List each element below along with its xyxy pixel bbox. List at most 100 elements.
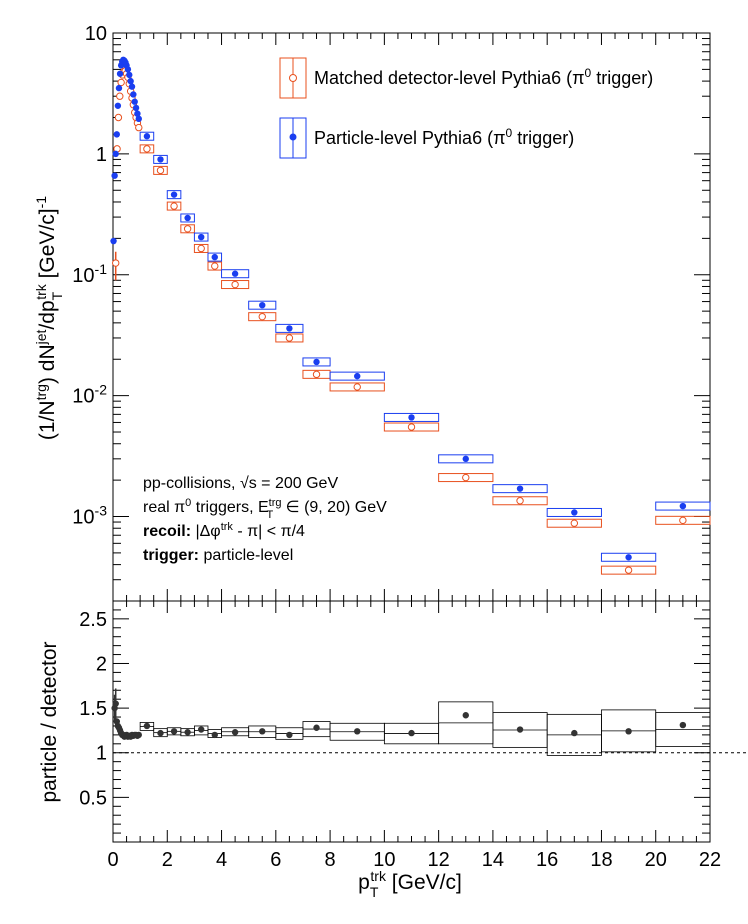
particle-point xyxy=(131,98,138,105)
particle-sys-box xyxy=(329,371,385,381)
x-tick-label: 6 xyxy=(270,849,281,871)
detector-point xyxy=(156,166,165,175)
particle-point xyxy=(127,77,134,85)
x-tick-label: 8 xyxy=(325,849,336,871)
ratio-point xyxy=(571,729,578,737)
bottom-y-tick-label: 1.5 xyxy=(79,698,107,720)
particle-point xyxy=(211,253,218,261)
top-y-tick-label: 10-1 xyxy=(72,261,107,287)
ratio-point xyxy=(516,726,524,733)
x-tick-label: 22 xyxy=(699,849,721,871)
particle-sys-box xyxy=(193,232,209,242)
x-tick-label: 16 xyxy=(536,849,558,871)
detector-point xyxy=(353,383,361,391)
detector-sys-box xyxy=(438,473,494,483)
particle-point xyxy=(126,71,133,79)
ratio-point xyxy=(625,728,632,735)
particle-point xyxy=(124,66,132,73)
ylabel-part-2: ) dN xyxy=(36,344,59,384)
particle-point xyxy=(408,414,415,421)
legend-marker-particle xyxy=(289,133,297,141)
ratio-point xyxy=(462,712,469,719)
ratio-point xyxy=(259,728,266,735)
legend-detector-prefix: Matched detector-level Pythia6 (π xyxy=(314,68,585,88)
particle-point xyxy=(128,83,136,90)
detector-sys-box xyxy=(492,496,548,506)
legend-detector-sup: 0 xyxy=(585,66,592,80)
particle-sys-box xyxy=(546,507,602,517)
particle-point xyxy=(134,110,141,117)
bottom-y-tick-label: 1 xyxy=(96,743,107,765)
x-tick-label: 2 xyxy=(162,849,173,871)
particle-point xyxy=(259,301,266,309)
detector-point xyxy=(211,262,219,270)
detector-point xyxy=(117,78,125,87)
xlabel-unit: [GeV/c] xyxy=(386,871,462,894)
detector-point xyxy=(135,123,143,132)
particle-point xyxy=(197,233,205,241)
ratio-point xyxy=(231,729,239,736)
particle-point xyxy=(110,237,117,245)
particle-point xyxy=(170,191,178,198)
particle-point xyxy=(625,554,632,561)
ratio-point xyxy=(135,731,142,739)
legend: Matched detector-level Pythia6 (π0 trigg… xyxy=(279,57,653,159)
legend-particle-prefix: Particle-level Pythia6 (π xyxy=(314,128,506,148)
detector-sys-box xyxy=(166,201,182,211)
bottom-y-tick-label: 2.5 xyxy=(79,609,107,631)
ratio-point xyxy=(170,728,178,735)
particle-point xyxy=(516,485,524,492)
detector-point xyxy=(183,225,192,233)
annotation-trigger-level: trigger: particle-level xyxy=(143,547,293,564)
ratio-point xyxy=(197,726,205,733)
xlabel-sup: trk xyxy=(370,868,387,884)
tick-exponent: -3 xyxy=(95,503,108,519)
particle-sys-box xyxy=(166,190,182,200)
particle-sys-box xyxy=(221,269,250,279)
detector-point xyxy=(197,244,205,253)
particle-sys-box xyxy=(180,213,195,223)
top-y-tick-label: 10-2 xyxy=(72,382,107,408)
x-tick-labels: 0 2 4 6 8 10 12 14 16 18 20 22 xyxy=(107,849,721,871)
bottom-axis-ticks xyxy=(112,601,711,842)
ylabel-sub: T xyxy=(49,291,65,300)
detector-sys-box xyxy=(180,224,195,234)
detector-point xyxy=(258,312,266,321)
detector-point xyxy=(407,423,416,431)
detector-point xyxy=(285,334,294,342)
tick-base: 10 xyxy=(85,23,107,45)
particle-sys-box xyxy=(383,412,440,422)
x-tick-label: 10 xyxy=(373,849,395,871)
detector-sys-box xyxy=(248,312,277,322)
particle-point xyxy=(354,372,361,380)
particle-sys-box xyxy=(600,552,657,562)
detector-point xyxy=(170,202,178,210)
detector-point xyxy=(570,519,579,527)
particle-point xyxy=(184,214,191,222)
ratio-point xyxy=(286,731,293,739)
detector-point xyxy=(516,497,524,505)
particle-point xyxy=(135,115,142,123)
annotation-recoil: recoil: |Δφtrk - π| < π/4 xyxy=(143,521,305,540)
ratio-point xyxy=(184,729,191,736)
particle-sys-box xyxy=(207,252,223,262)
x-axis-title: pTtrk [GeV/c] xyxy=(358,868,462,900)
particle-point xyxy=(286,325,293,332)
xlabel-sub: T xyxy=(370,884,379,900)
particle-point xyxy=(143,133,151,140)
detector-sys-box xyxy=(139,144,155,154)
top-y-axis-title: (1/Ntrg) dNjet/dpTtrk [GeV/c]-1 xyxy=(33,196,65,440)
particle-point xyxy=(462,455,469,463)
bottom-y-tick-labels: 0.5 1 1.5 2 2.5 xyxy=(79,609,107,810)
ratio-series xyxy=(111,688,711,756)
legend-detector-suffix: trigger) xyxy=(591,68,653,88)
detector-point xyxy=(462,473,470,482)
annotation-triggers: real π0 triggers, Etrg T ∈ (9, 20) GeV xyxy=(143,497,387,521)
particle-point xyxy=(571,509,578,516)
legend-entry-detector: Matched detector-level Pythia6 (π0 trigg… xyxy=(279,57,653,99)
particle-sys-box xyxy=(302,357,331,367)
particle-point xyxy=(113,131,120,138)
x-tick-label: 12 xyxy=(428,849,450,871)
particle-sys-box xyxy=(153,154,168,164)
